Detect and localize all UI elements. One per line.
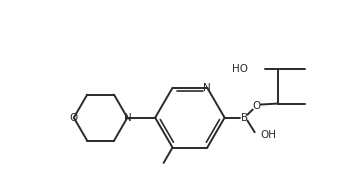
Text: O: O: [252, 101, 261, 111]
Text: O: O: [70, 113, 78, 123]
Text: N: N: [124, 113, 131, 123]
Text: HO: HO: [232, 64, 248, 74]
Text: OH: OH: [261, 130, 277, 140]
Text: B: B: [241, 113, 248, 123]
Text: N: N: [203, 83, 211, 93]
